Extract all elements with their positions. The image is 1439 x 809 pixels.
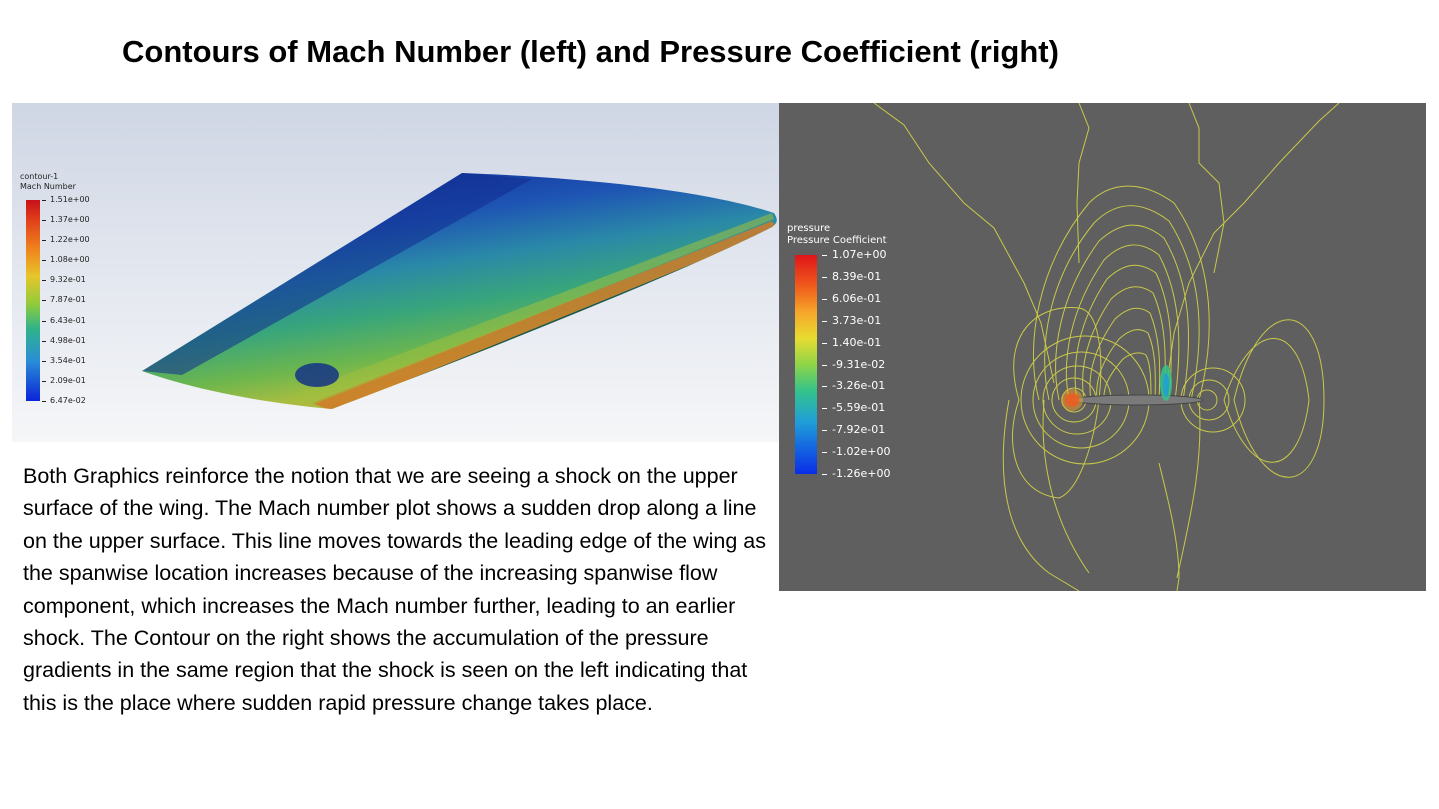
mach-tick: 6.47e-02 <box>42 396 86 405</box>
mach-legend-name: contour-1 <box>20 172 59 181</box>
pressure-tick: 3.73e-01 <box>821 314 882 327</box>
mach-legend: contour-1 Mach Number 1.51e+00 1.37e+00 … <box>20 172 90 405</box>
pressure-tick: 1.07e+00 <box>821 248 887 261</box>
pressure-legend: pressure Pressure Coefficient 1.07e+00 8… <box>787 223 890 480</box>
airfoil-section <box>1070 394 1204 406</box>
mach-tick: 1.08e+00 <box>42 255 90 264</box>
pressure-tick: -7.92e-01 <box>821 423 886 436</box>
wing-surface-contour <box>142 173 777 409</box>
mach-tick: 1.22e+00 <box>42 235 90 244</box>
mach-tick: 4.98e-01 <box>42 336 86 345</box>
mach-colorbar <box>26 200 40 401</box>
mach-tick: 3.54e-01 <box>42 356 86 365</box>
mach-tick: 1.51e+00 <box>42 195 90 204</box>
pressure-legend-name: pressure <box>787 223 831 234</box>
slide-title: Contours of Mach Number (left) and Press… <box>122 34 1059 69</box>
pressure-tick: -1.02e+00 <box>821 445 891 458</box>
wing-shape <box>142 173 777 409</box>
explanation-paragraph: Both Graphics reinforce the notion that … <box>23 464 766 715</box>
pressure-tick: -5.59e-01 <box>821 401 886 414</box>
mach-tick: 7.87e-01 <box>42 295 86 304</box>
pressure-contour-panel: pressure Pressure Coefficient 1.07e+00 8… <box>779 103 1426 591</box>
mach-tick: 1.37e+00 <box>42 215 90 224</box>
mach-tick: 9.32e-01 <box>42 275 86 284</box>
pressure-tick: 8.39e-01 <box>821 270 882 283</box>
mach-tick: 6.43e-01 <box>42 316 86 325</box>
pressure-colorbar <box>795 255 817 474</box>
pressure-tick: 6.06e-01 <box>821 292 882 305</box>
pressure-tick: -1.26e+00 <box>821 467 891 480</box>
pressure-legend-quantity: Pressure Coefficient <box>787 235 887 246</box>
pressure-tick: -3.26e-01 <box>821 379 886 392</box>
shock-band <box>312 221 777 409</box>
mach-legend-quantity: Mach Number <box>20 182 76 191</box>
pressure-tick: -9.31e-02 <box>821 358 886 371</box>
pressure-isolines <box>873 103 1340 591</box>
mach-contour-panel: contour-1 Mach Number 1.51e+00 1.37e+00 … <box>12 103 779 442</box>
pressure-tick: 1.40e-01 <box>821 336 882 349</box>
mach-tick: 2.09e-01 <box>42 376 86 385</box>
